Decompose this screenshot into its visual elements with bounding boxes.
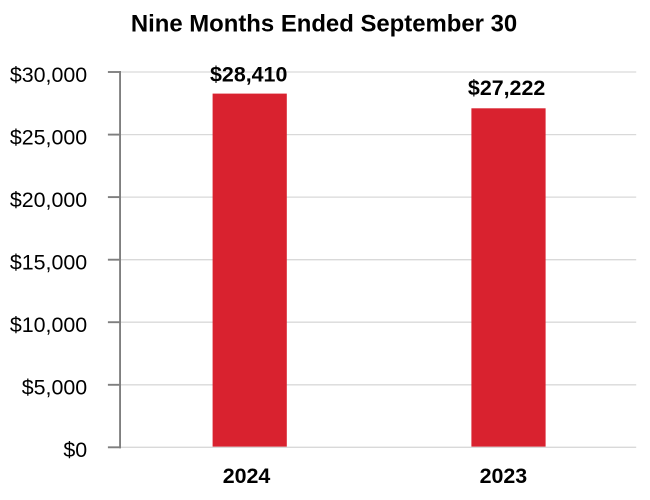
svg-text:$30,000: $30,000 [10, 63, 87, 87]
svg-text:$10,000: $10,000 [10, 313, 87, 337]
svg-text:$0: $0 [63, 438, 87, 462]
svg-text:$25,000: $25,000 [10, 125, 87, 149]
svg-text:$28,410: $28,410 [210, 62, 287, 86]
svg-text:Nine Months Ended September 30: Nine Months Ended September 30 [131, 11, 517, 38]
svg-text:2024: 2024 [223, 464, 271, 488]
svg-text:$5,000: $5,000 [22, 376, 88, 400]
svg-text:$15,000: $15,000 [10, 251, 87, 275]
svg-text:$27,222: $27,222 [468, 76, 545, 100]
svg-text:$20,000: $20,000 [10, 188, 87, 212]
svg-text:2023: 2023 [480, 464, 528, 488]
